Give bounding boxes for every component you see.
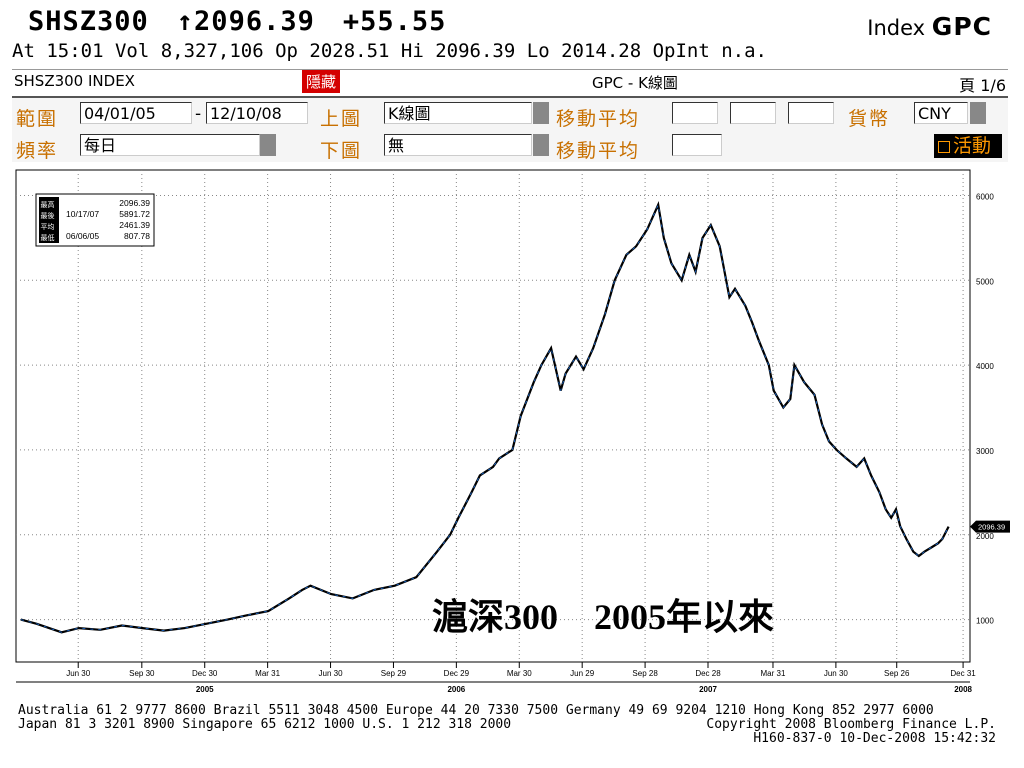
y-tick-label: 4000	[976, 362, 994, 371]
legend-last-value: 2096.39	[119, 198, 150, 208]
legend-box: 最高 最後 平均 最低 2096.39 10/17/07 5891.72 246…	[35, 193, 155, 247]
frequency-label: 頻率	[16, 140, 59, 162]
year-label: 2005	[196, 685, 214, 694]
x-tick-label: Dec 28	[695, 669, 721, 678]
lower-chart-dropdown[interactable]	[533, 134, 549, 156]
price-chart: 1000 2000 3000 4000 5000 6000 Jun 30 Sep 30 Dec …	[15, 169, 1010, 694]
price-line-up	[20, 203, 949, 633]
source-code: GPC	[931, 12, 992, 41]
frequency-dropdown[interactable]	[260, 134, 276, 156]
price-line	[20, 201, 950, 634]
settings-panel: 範圍 04/01/05 - 12/10/08 上圖 K線圖 移動平均 貨幣 CN…	[12, 96, 1008, 162]
index-label: Index	[867, 16, 926, 40]
x-tick-label: Jun 30	[66, 669, 91, 678]
source-label: Index GPC	[867, 12, 992, 41]
range-end-input[interactable]: 12/10/08	[206, 102, 308, 124]
range-label: 範圍	[16, 108, 59, 130]
page-indicator[interactable]: 頁 1/6	[959, 76, 1006, 95]
footer-phones-2: Japan 81 3 3201 8900 Singapore 65 6212 1…	[18, 717, 512, 732]
function-bar: SHSZ300 INDEX 隱藏 GPC - K線圖 頁 1/6	[12, 69, 1008, 95]
y-tick-label: 5000	[976, 277, 994, 286]
security-name: SHSZ300 INDEX	[14, 72, 135, 90]
legend-high-value: 5891.72	[119, 209, 150, 219]
hide-button[interactable]: 隱藏	[302, 70, 341, 93]
chart-axes: 1000 2000 3000 4000 5000 6000 Jun 30 Sep 30 Dec …	[16, 192, 1010, 694]
plot-frame	[15, 169, 971, 663]
upper-chart-select[interactable]: K線圖	[384, 102, 532, 124]
x-tick-label: Dec 29	[444, 669, 470, 678]
footer: Australia 61 2 9777 8600 Brazil 5511 304…	[18, 704, 998, 746]
x-tick-label: Jun 30	[824, 669, 849, 678]
ma-input-3[interactable]	[788, 102, 834, 124]
legend-mini-high: 最高	[41, 200, 55, 209]
upper-chart-label: 上圖	[320, 108, 363, 130]
footer-copyright: Copyright 2008 Bloomberg Finance L.P.	[706, 717, 996, 732]
currency-input[interactable]: CNY	[914, 102, 968, 124]
last-price: ↑2096.39	[176, 6, 315, 37]
year-label: 2006	[447, 685, 465, 694]
function-title: GPC - K線圖	[592, 74, 678, 92]
ma-input-2[interactable]	[730, 102, 776, 124]
quote-header: SHSZ300 ↑2096.39 +55.55	[28, 6, 446, 37]
lower-chart-label: 下圖	[320, 140, 363, 162]
active-label: 活動	[953, 135, 992, 157]
legend-high-date: 10/17/07	[66, 209, 99, 219]
quote-line: At 15:01 Vol 8,327,106 Op 2028.51 Hi 209…	[12, 40, 767, 62]
ma-input-1[interactable]	[672, 102, 718, 124]
checkbox-icon	[938, 140, 950, 153]
footer-phones-1: Australia 61 2 9777 8600 Brazil 5511 304…	[18, 703, 934, 718]
ticker-symbol: SHSZ300	[28, 6, 149, 37]
y-tick-label: 2000	[976, 532, 994, 541]
x-tick-label: Sep 28	[632, 669, 658, 678]
legend-low-value: 807.78	[124, 231, 150, 241]
currency-dropdown[interactable]	[970, 102, 986, 124]
x-tick-label: Mar 30	[507, 669, 532, 678]
x-tick-label: Sep 30	[129, 669, 155, 678]
x-tick-label: Jun 29	[570, 669, 595, 678]
legend-mini-low: 最低	[41, 233, 55, 242]
currency-label: 貨幣	[848, 108, 891, 130]
legend-mini-last: 最後	[41, 211, 55, 220]
x-tick-label: Sep 26	[884, 669, 910, 678]
legend-low-date: 06/06/05	[66, 231, 99, 241]
y-tick-label: 6000	[976, 192, 994, 201]
legend-mini-avg: 平均	[41, 222, 55, 231]
year-label: 2007	[699, 685, 717, 694]
active-button[interactable]: 活動	[934, 134, 1002, 158]
x-tick-label: Dec 31	[950, 669, 976, 678]
y-tick-label: 1000	[976, 617, 994, 626]
price-series	[20, 201, 950, 634]
legend-label-block	[39, 197, 59, 243]
x-tick-label: Jun 30	[319, 669, 344, 678]
ma-label-2: 移動平均	[556, 140, 641, 162]
upper-chart-dropdown[interactable]	[533, 102, 549, 124]
x-tick-label: Sep 29	[381, 669, 407, 678]
frequency-select[interactable]: 每日	[80, 134, 260, 156]
price-change: +55.55	[342, 6, 447, 37]
x-tick-label: Mar 31	[761, 669, 786, 678]
ma-input-lower[interactable]	[672, 134, 722, 156]
year-label: 2008	[954, 685, 972, 694]
y-tick-label: 3000	[976, 447, 994, 456]
range-start-input[interactable]: 04/01/05	[80, 102, 192, 124]
lower-chart-select[interactable]: 無	[384, 134, 532, 156]
last-price-tag-label: 2096.39	[978, 523, 1005, 532]
legend-avg-value: 2461.39	[119, 220, 150, 230]
x-tick-label: Mar 31	[255, 669, 280, 678]
x-tick-label: Dec 30	[192, 669, 218, 678]
footer-timestamp: H160-837-0 10-Dec-2008 15:42:32	[753, 731, 996, 746]
range-dash: -	[195, 104, 202, 124]
last-price-tag	[970, 520, 1010, 533]
chart-grid	[15, 169, 971, 663]
chart-annotation: 滬深300 2005年以來	[432, 597, 774, 637]
ma-label-1: 移動平均	[556, 108, 641, 130]
